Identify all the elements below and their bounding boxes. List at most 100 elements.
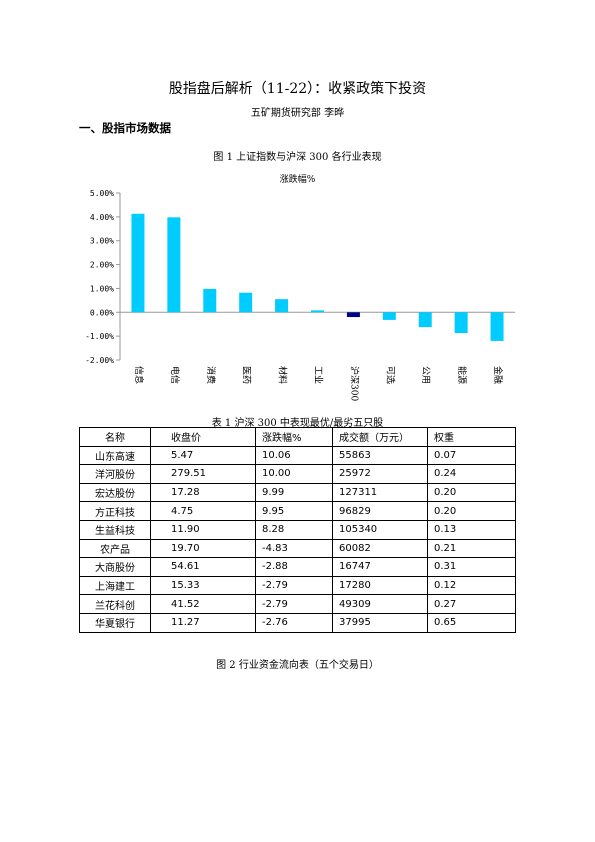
table-cell: 60082 bbox=[332, 538, 428, 559]
table-cell: 0.21 bbox=[427, 538, 516, 559]
table-header-cell: 名称 bbox=[79, 427, 151, 447]
table-cell: 37995 bbox=[332, 612, 428, 633]
document-title: 股指盘后解析（11-22）：收紧政策下投资 bbox=[168, 81, 427, 97]
table-cell: -4.83 bbox=[255, 538, 333, 559]
chart-bar bbox=[275, 299, 289, 313]
table-row: 方正科技 4.75 9.95 96829 0.20 bbox=[79, 501, 516, 521]
table-cell: 96829 bbox=[332, 501, 428, 521]
table1-caption: 表 1 沪深 300 中表现最优/最劣五只股 bbox=[211, 418, 384, 429]
y-tick-label: 3.00% bbox=[90, 237, 114, 246]
x-tick-label: 电信 bbox=[169, 366, 181, 384]
table-cell: 上海建工 bbox=[79, 575, 151, 596]
y-tick-label: 4.00% bbox=[90, 213, 114, 222]
table-cell: 9.99 bbox=[255, 482, 333, 503]
x-tick-label: 能源 bbox=[456, 366, 468, 384]
table-cell: 洋河股份 bbox=[79, 464, 151, 484]
table-cell: 11.90 bbox=[150, 519, 256, 540]
table-row: 大商股份 54.61 -2.88 16747 0.31 bbox=[79, 557, 516, 577]
table-cell: 生益科技 bbox=[79, 519, 151, 540]
table-cell: -2.76 bbox=[255, 612, 333, 633]
x-tick-label: 消费 bbox=[205, 366, 217, 384]
table-cell: 宏达股份 bbox=[79, 482, 151, 503]
x-tick-label: 医药 bbox=[241, 366, 252, 384]
chart-title: 涨跌幅% bbox=[279, 175, 316, 185]
table-cell: 5.47 bbox=[150, 445, 256, 466]
table-cell: 279.51 bbox=[150, 464, 256, 484]
table-cell: 0.24 bbox=[427, 464, 516, 484]
table-header-cell: 成交额（万元） bbox=[332, 427, 428, 447]
table-cell: -2.79 bbox=[255, 594, 333, 614]
table-cell: 17280 bbox=[332, 575, 428, 596]
y-tick-label: 5.00% bbox=[90, 189, 114, 198]
figure1-caption: 图 1 上证指数与沪深 300 各行业表现 bbox=[213, 152, 382, 163]
table-cell: 19.70 bbox=[150, 538, 256, 559]
chart-bar bbox=[239, 292, 253, 313]
table-header-row: 名称 收盘价 涨跌幅% 成交额（万元） 权重 bbox=[79, 427, 516, 447]
author-line: 五矿期货研究部 李晔 bbox=[250, 108, 345, 119]
x-tick-label: 可选 bbox=[384, 366, 396, 384]
table-cell: 11.27 bbox=[150, 612, 256, 633]
table-cell: 方正科技 bbox=[79, 501, 151, 521]
table-cell: -2.79 bbox=[255, 575, 333, 596]
table-cell: 0.20 bbox=[427, 482, 516, 503]
x-tick-label: 材料 bbox=[277, 366, 289, 384]
x-tick-label: 工业 bbox=[313, 366, 324, 384]
chart-bar bbox=[454, 312, 468, 334]
table-cell: 0.12 bbox=[427, 575, 516, 596]
table-cell: 127311 bbox=[332, 482, 428, 503]
table-cell: -2.88 bbox=[255, 557, 333, 577]
x-tick-label: 沪深300 bbox=[348, 366, 360, 401]
table-cell: 54.61 bbox=[150, 557, 256, 577]
y-tick-label: -2.00% bbox=[85, 356, 114, 365]
chart-bar bbox=[167, 217, 181, 313]
table-cell: 0.31 bbox=[427, 557, 516, 577]
table-row: 山东高速 5.47 10.06 55863 0.07 bbox=[79, 445, 516, 466]
chart-bar bbox=[311, 310, 324, 313]
x-tick-label: 公用 bbox=[420, 366, 431, 384]
table-row: 农产品 19.70 -4.83 60082 0.21 bbox=[79, 538, 516, 559]
table-cell: 17.28 bbox=[150, 482, 256, 503]
table-cell: 4.75 bbox=[150, 501, 256, 521]
table-cell: 10.06 bbox=[255, 445, 333, 466]
table-row: 华夏银行 11.27 -2.76 37995 0.65 bbox=[79, 612, 516, 633]
chart-bar bbox=[203, 288, 217, 313]
table-row: 上海建工 15.33 -2.79 17280 0.12 bbox=[79, 575, 516, 596]
table-row: 宏达股份 17.28 9.99 127311 0.20 bbox=[79, 482, 516, 503]
table-cell: 山东高速 bbox=[79, 445, 151, 466]
chart-bar bbox=[346, 312, 360, 318]
y-tick-label: -1.00% bbox=[85, 332, 114, 341]
table-cell: 8.28 bbox=[255, 519, 333, 540]
y-tick-label: 2.00% bbox=[90, 261, 114, 270]
chart-bar bbox=[382, 312, 396, 320]
table-cell: 25972 bbox=[332, 464, 428, 484]
table-header-cell: 涨跌幅% bbox=[255, 427, 333, 447]
table-cell: 0.20 bbox=[427, 501, 516, 521]
figure2-caption: 图 2 行业资金流向表（五个交易日） bbox=[216, 660, 379, 671]
bar-chart: 5.00% 4.00% 3.00% 2.00% 1.00% 0.00% -1.00% -2.0… bbox=[85, 189, 515, 401]
table-cell: 41.52 bbox=[150, 594, 256, 614]
table-cell: 15.33 bbox=[150, 575, 256, 596]
table-cell: 16747 bbox=[332, 557, 428, 577]
table-cell: 49309 bbox=[332, 594, 428, 614]
y-tick-label: 1.00% bbox=[90, 284, 114, 293]
table-cell: 农产品 bbox=[79, 538, 151, 559]
table-cell: 0.65 bbox=[427, 612, 516, 633]
chart-bar bbox=[418, 312, 432, 328]
table-cell: 55863 bbox=[332, 445, 428, 466]
section-heading: 一、股指市场数据 bbox=[79, 121, 171, 135]
chart-bar bbox=[490, 312, 504, 341]
table-cell: 兰花科创 bbox=[79, 594, 151, 614]
x-tick-label: 信息 bbox=[133, 366, 145, 384]
table-cell: 105340 bbox=[332, 519, 428, 540]
table-row: 生益科技 11.90 8.28 105340 0.13 bbox=[79, 519, 516, 540]
table-cell: 0.07 bbox=[427, 445, 516, 466]
table-row: 洋河股份 279.51 10.00 25972 0.24 bbox=[79, 464, 516, 484]
y-tick-label: 0.00% bbox=[90, 308, 114, 317]
table-cell: 0.13 bbox=[427, 519, 516, 540]
table-cell: 大商股份 bbox=[79, 557, 151, 577]
table-cell: 华夏银行 bbox=[79, 612, 151, 633]
table-cell: 0.27 bbox=[427, 594, 516, 614]
table-cell: 9.95 bbox=[255, 501, 333, 521]
stock-performance-table: 名称 收盘价 涨跌幅% 成交额（万元） 权重 山东高速 5.47 10.06 5586… bbox=[79, 427, 516, 633]
table-header-cell: 收盘价 bbox=[150, 427, 256, 447]
